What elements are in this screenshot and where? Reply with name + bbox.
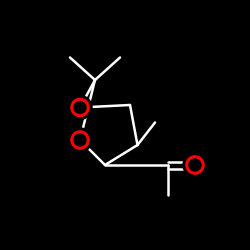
- Circle shape: [183, 153, 207, 177]
- Circle shape: [68, 128, 92, 152]
- Circle shape: [68, 96, 92, 120]
